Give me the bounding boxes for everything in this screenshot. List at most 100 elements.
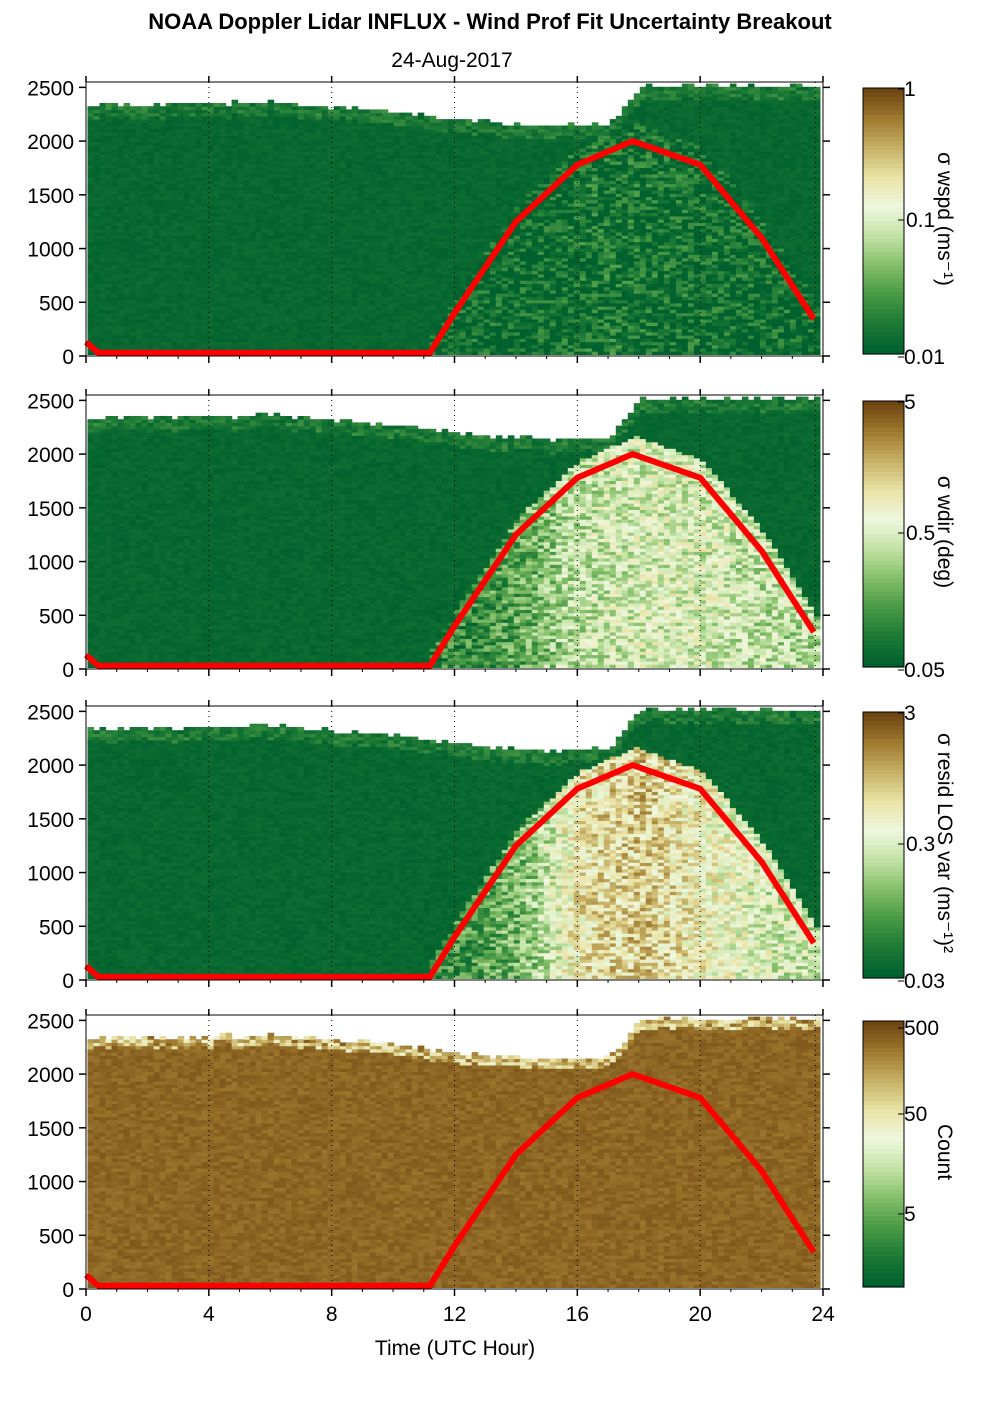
heatmap-cell [106,338,113,342]
heatmap-cell [100,309,107,313]
heatmap-cell [112,322,119,326]
heatmap-cell [112,255,119,259]
heatmap-cell [124,242,131,246]
heatmap-cell [88,106,95,110]
heatmap-cell [106,284,113,288]
figure: NOAA Doppler Lidar INFLUX - Wind Prof Fi… [0,0,981,1412]
heatmap-cell [118,174,125,178]
heatmap-cell [124,132,131,136]
heatmap-cell [88,145,95,149]
heatmap-cell [94,284,101,288]
heatmap-cell [142,213,149,217]
heatmap-cell [136,322,143,326]
heatmap-cell [130,132,137,136]
heatmap-cell [142,255,149,259]
heatmap-cell [94,255,101,259]
heatmap-cell [88,309,95,313]
heatmap-cell [136,213,143,217]
heatmap-cell [142,242,149,246]
heatmap-cell [106,132,113,136]
heatmap-cell [94,106,101,110]
heatmap-cell [130,229,137,233]
heatmap-cell [142,322,149,326]
heatmap-cell [112,145,119,149]
heatmap-cell [106,242,113,246]
heatmap-cell [112,213,119,217]
heatmap-cell [124,255,131,259]
heatmap-cell [118,242,125,246]
heatmap-cell [88,255,95,259]
heatmap-cell [130,296,137,300]
heatmap-cell [130,213,137,217]
heatmap-cell [142,229,149,233]
heatmap-cell [88,187,95,191]
heatmap-cell [124,296,131,300]
heatmap-cell [142,309,149,313]
heatmap-cell [136,284,143,288]
heatmap-cell [136,242,143,246]
heatmap-cell [136,229,143,233]
heatmap-cell [100,200,107,204]
heatmap-cell [106,187,113,191]
heatmap-cell [142,284,149,288]
heatmap-cell [100,242,107,246]
heatmap-cell [124,158,131,162]
heatmap-cell [106,145,113,149]
heatmap-cell [88,267,95,271]
heatmap-cell [112,132,119,136]
heatmap-cell [124,267,131,271]
heatmap-cell [94,296,101,300]
heatmap-cell [136,132,143,136]
heatmap-cell [118,200,125,204]
heatmap-cell [100,296,107,300]
heatmap-cell [100,119,107,123]
heatmap-cell [124,309,131,313]
heatmap-cell [88,284,95,288]
heatmap-cell [88,119,95,123]
heatmap-cell [100,213,107,217]
heatmap-cell [124,187,131,191]
heatmap-cell [88,213,95,217]
heatmap-cell [112,200,119,204]
heatmap-cell [130,267,137,271]
heatmap-cell [130,309,137,313]
heatmap-cell [136,309,143,313]
heatmap-cell [112,103,119,107]
heatmap-cell [94,158,101,162]
heatmap-cell [124,322,131,326]
panel-wspd: 05001000150020002500 10.10.01σ wspd (ms⁻¹… [27,76,956,369]
heatmap-cell [136,158,143,162]
heatmap-cell [100,255,107,259]
heatmap-cell [88,174,95,178]
heatmap-cell [112,242,119,246]
heatmap-cell [88,229,95,233]
heatmap-cell [106,309,113,313]
heatmap-cell [118,132,125,136]
heatmap-cell [94,174,101,178]
heatmap-cell [136,296,143,300]
heatmap-cell [100,187,107,191]
chart-title: NOAA Doppler Lidar INFLUX - Wind Prof Fi… [148,9,832,34]
heatmap-cell [106,296,113,300]
heatmap-cell [100,322,107,326]
heatmap-cell [130,284,137,288]
heatmap-cell [112,174,119,178]
heatmap-cell [94,267,101,271]
heatmap-cell [130,119,137,123]
heatmap-cell [94,145,101,149]
heatmap-cell [94,200,101,204]
heatmap-cell [112,309,119,313]
heatmap-cell [88,296,95,300]
heatmap-cell [100,229,107,233]
heatmap-cell [118,255,125,259]
heatmap-cell [94,229,101,233]
heatmap-cell [124,338,131,342]
heatmap-cell [118,322,125,326]
heatmap-cell [130,187,137,191]
heatmap-cell [106,174,113,178]
heatmap-cell [106,229,113,233]
heatmap-cell [88,132,95,136]
panels: 05001000150020002500 10.10.01σ wspd (ms⁻¹… [27,76,956,1326]
heatmap-cell [130,145,137,149]
heatmap-cell [94,132,101,136]
